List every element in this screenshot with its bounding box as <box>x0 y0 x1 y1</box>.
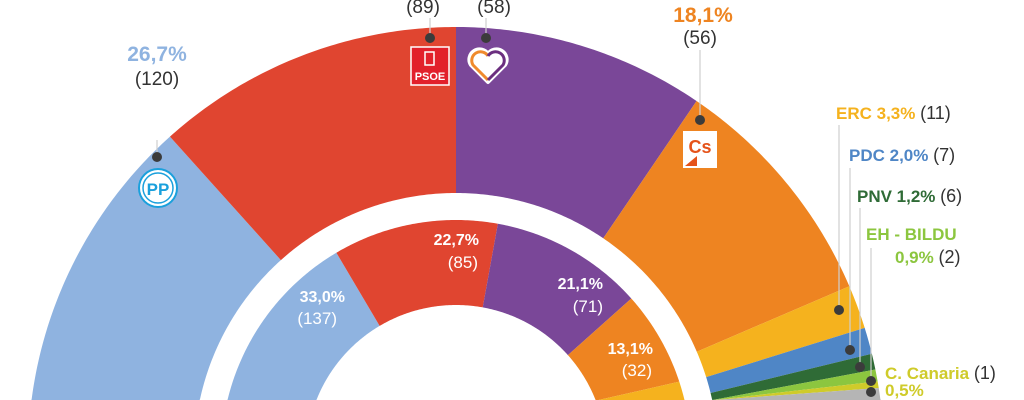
podemos-inner-seats: (71) <box>572 297 603 316</box>
inner-segment-podemos <box>482 223 632 356</box>
podemos-inner-pct: 21,1% <box>557 276 603 293</box>
psoe-outer-seats: (89) <box>406 0 440 18</box>
dot-pnv <box>855 362 865 372</box>
pnv-pct: PNV 1,2% <box>857 187 936 206</box>
cs-inner-seats: (32) <box>621 361 652 380</box>
inner-segment-psoe <box>336 220 498 326</box>
psoe-inner-pct: 22,7% <box>433 232 479 249</box>
podemos-outer-seats: (58) <box>477 0 511 18</box>
pdc-label: PDC 2,0% (7) <box>849 146 955 164</box>
dot-bildu <box>866 376 876 386</box>
dot-pp <box>152 152 162 162</box>
bildu-seats: (2) <box>938 247 961 267</box>
ccanaria-pct: 0,5% <box>885 381 924 400</box>
pdc-pct: PDC 2,0% <box>849 146 929 165</box>
bildu-pct: 0,9% <box>895 248 934 267</box>
svg-text:PSOE: PSOE <box>415 71 446 83</box>
dot-podemos <box>481 33 491 43</box>
outer-segment-erc <box>696 286 865 378</box>
outer-segment-pp <box>28 136 281 400</box>
dot-psoe <box>425 33 435 43</box>
outer-segment-pdc <box>706 327 872 394</box>
pp-outer-seats: (120) <box>134 69 180 90</box>
pp-logo: PP <box>138 168 178 208</box>
pp-inner-pct: 33,0% <box>299 289 345 306</box>
svg-text:Cs: Cs <box>688 137 711 157</box>
dot-pdc <box>845 345 855 355</box>
dot-erc <box>834 305 844 315</box>
outer-segment-cs <box>603 101 850 352</box>
pp-outer-pct: 26,7% <box>127 43 187 66</box>
erc-seats: (11) <box>920 103 951 123</box>
erc-pct: ERC 3,3% <box>836 104 916 123</box>
cs-outer-pct: 18,1% <box>673 4 733 27</box>
outer-segment-eh-bildu <box>712 369 878 400</box>
inner-ring <box>221 220 685 400</box>
outer-ring <box>28 27 884 400</box>
psoe-inner-seats: (85) <box>447 253 478 272</box>
inner-segment-pp <box>221 252 380 400</box>
pdc-seats: (7) <box>933 145 956 165</box>
inner-segment-cs <box>567 298 680 400</box>
pnv-seats: (6) <box>940 186 963 206</box>
bildu-name: EH - BILDU <box>866 225 957 244</box>
podemos-heart-logo <box>467 47 509 84</box>
ccanaria-name: C. Canaria <box>885 364 970 383</box>
cs-logo: Cs <box>683 131 717 168</box>
bildu-label: 0,9% (2) <box>895 248 960 266</box>
dot-ccanaria <box>866 387 876 397</box>
outer-segment-c-canaria <box>714 381 879 400</box>
outer-segment-pnv <box>710 353 876 400</box>
dot-cs <box>695 115 705 125</box>
cs-outer-seats: (56) <box>683 28 717 49</box>
inner-segment-erc <box>598 381 685 400</box>
outer-segment-psoe <box>169 27 456 261</box>
leader-lines <box>156 18 872 380</box>
leader-dots <box>152 33 876 397</box>
outer-segment-podemos <box>456 27 697 239</box>
erc-label: ERC 3,3% (11) <box>836 104 951 122</box>
svg-text:PP: PP <box>147 180 170 199</box>
ccanaria-seats: (1) <box>973 363 996 383</box>
pp-inner-seats: (137) <box>297 309 337 328</box>
ccanaria-label: C. Canaria (1) <box>885 364 996 382</box>
psoe-logo: PSOE <box>410 46 450 86</box>
outer-segment-others <box>714 388 884 400</box>
pnv-label: PNV 1,2% (6) <box>857 187 962 205</box>
cs-inner-pct: 13,1% <box>607 341 653 358</box>
